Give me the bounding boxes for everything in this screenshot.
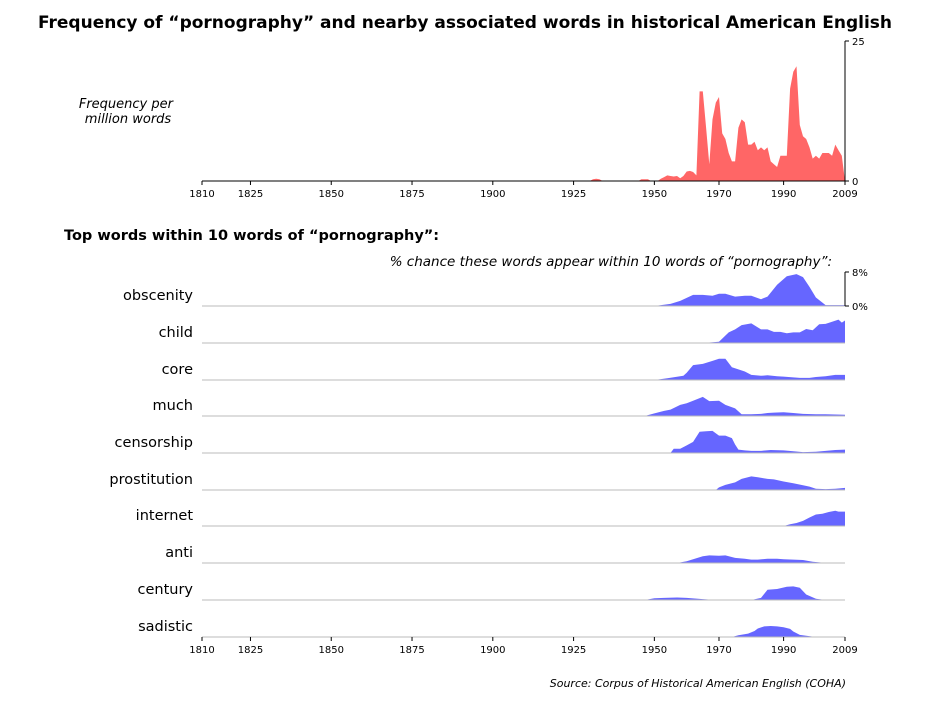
source-note: Source: Corpus of Historical American En… (550, 677, 846, 690)
area-anti (202, 555, 845, 563)
top-x-tick-label: 1810 (189, 189, 214, 200)
area-internet (202, 510, 845, 526)
top-x-tick-label: 1875 (399, 189, 424, 200)
row-censorship: censorship (115, 430, 845, 454)
row-prostitution: prostitution (109, 472, 845, 491)
top-ylabel: Frequency per million words (79, 97, 177, 127)
bottom-x-tick-label: 1850 (319, 645, 344, 656)
bottom-x-tick-label: 1990 (771, 645, 796, 656)
small-y-tick-label: 8% (852, 268, 868, 279)
pornography-frequency-area (202, 66, 845, 181)
area-sadistic (202, 626, 845, 637)
row-sadistic: sadistic (138, 619, 845, 638)
section-title: Top words within 10 words of “pornograph… (64, 228, 439, 244)
row-internet: internet (136, 508, 845, 527)
top-x-tick-label: 1950 (642, 189, 667, 200)
top-x-tick-label: 1990 (771, 189, 796, 200)
bottom-x-tick-label: 1810 (189, 645, 214, 656)
word-label: censorship (115, 435, 193, 451)
small-multiples: obscenity child core much censorship prostitu… (109, 268, 868, 656)
word-label: core (162, 362, 193, 378)
top-chart: 0 25 1810 1825 1850 1875 1900 1925 1950 1970 1990 2… (189, 37, 864, 200)
top-x-tick-label: 1900 (480, 189, 505, 200)
bottom-x-tick-label: 1970 (706, 645, 731, 656)
area-censorship (202, 430, 845, 453)
area-child (202, 319, 845, 343)
top-x-tick-label: 2009 (832, 189, 857, 200)
row-century: century (137, 582, 845, 601)
top-x-tick-label: 1825 (238, 189, 263, 200)
small-y-tick-label: 0% (852, 302, 868, 313)
word-label: century (137, 582, 193, 598)
word-label: anti (165, 545, 193, 561)
area-obscenity (202, 274, 845, 306)
top-x-tick-label: 1925 (561, 189, 586, 200)
word-label: child (159, 325, 193, 341)
bottom-x-tick-label: 1825 (238, 645, 263, 656)
area-core (202, 358, 845, 380)
chart-title: Frequency of “pornography” and nearby as… (38, 13, 892, 33)
top-y-tick-label: 0 (852, 177, 858, 188)
top-x-tick-label: 1970 (706, 189, 731, 200)
row-child: child (159, 319, 845, 344)
word-label: prostitution (109, 472, 193, 488)
word-label: internet (136, 508, 194, 524)
word-label: obscenity (123, 288, 193, 304)
area-prostitution (202, 476, 845, 490)
area-much (202, 396, 845, 416)
bottom-x-tick-label: 2009 (832, 645, 857, 656)
word-label: sadistic (138, 619, 193, 635)
area-century (202, 586, 845, 600)
row-core: core (162, 358, 845, 381)
bottom-x-tick-label: 1925 (561, 645, 586, 656)
small-multiples-caption: % chance these words appear within 10 wo… (390, 254, 832, 270)
top-x-tick-label: 1850 (319, 189, 344, 200)
bottom-x-tick-label: 1950 (642, 645, 667, 656)
top-y-tick-label: 25 (852, 37, 865, 48)
row-obscenity: obscenity (123, 274, 845, 307)
word-label: much (153, 398, 193, 414)
row-anti: anti (165, 545, 845, 564)
bottom-x-tick-label: 1900 (480, 645, 505, 656)
bottom-x-tick-label: 1875 (399, 645, 424, 656)
row-much: much (153, 396, 845, 417)
